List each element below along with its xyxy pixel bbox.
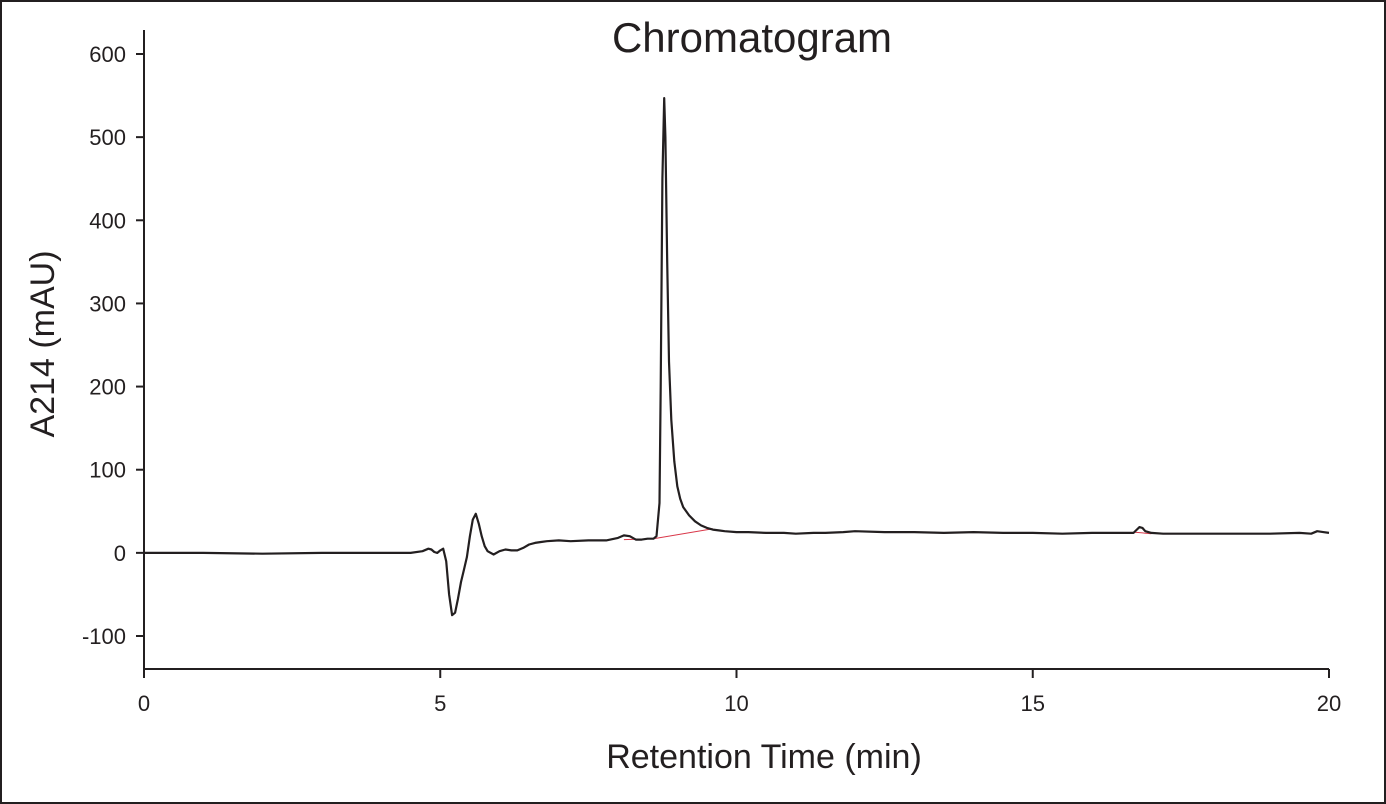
chart-title: Chromatogram	[612, 14, 892, 61]
series-layer	[144, 96, 1330, 617]
integration-baseline	[1133, 531, 1152, 535]
y-tick-label: 0	[114, 541, 126, 566]
x-axis-title: Retention Time (min)	[606, 738, 922, 776]
y-tick-label: 500	[89, 125, 126, 150]
x-tick-label: 5	[434, 691, 446, 716]
x-tick-label: 0	[138, 691, 150, 716]
x-tick-label: 15	[1021, 691, 1045, 716]
axes: -100 0 100 200 300 400 500 600 0 5 10 15 20	[82, 30, 1341, 716]
x-tick-label: 10	[724, 691, 748, 716]
y-axis-title: A214 (mAU)	[24, 250, 62, 437]
y-tick-label: -100	[82, 624, 126, 649]
y-tick-label: 100	[89, 458, 126, 483]
y-tick-label: 400	[89, 208, 126, 233]
y-tick-label: 300	[89, 291, 126, 316]
y-tick-label: 200	[89, 375, 126, 400]
x-tick-label: 20	[1317, 691, 1341, 716]
integration-baseline	[623, 528, 713, 541]
chromatogram-trace	[144, 96, 1330, 617]
y-tick-label: 600	[89, 42, 126, 67]
